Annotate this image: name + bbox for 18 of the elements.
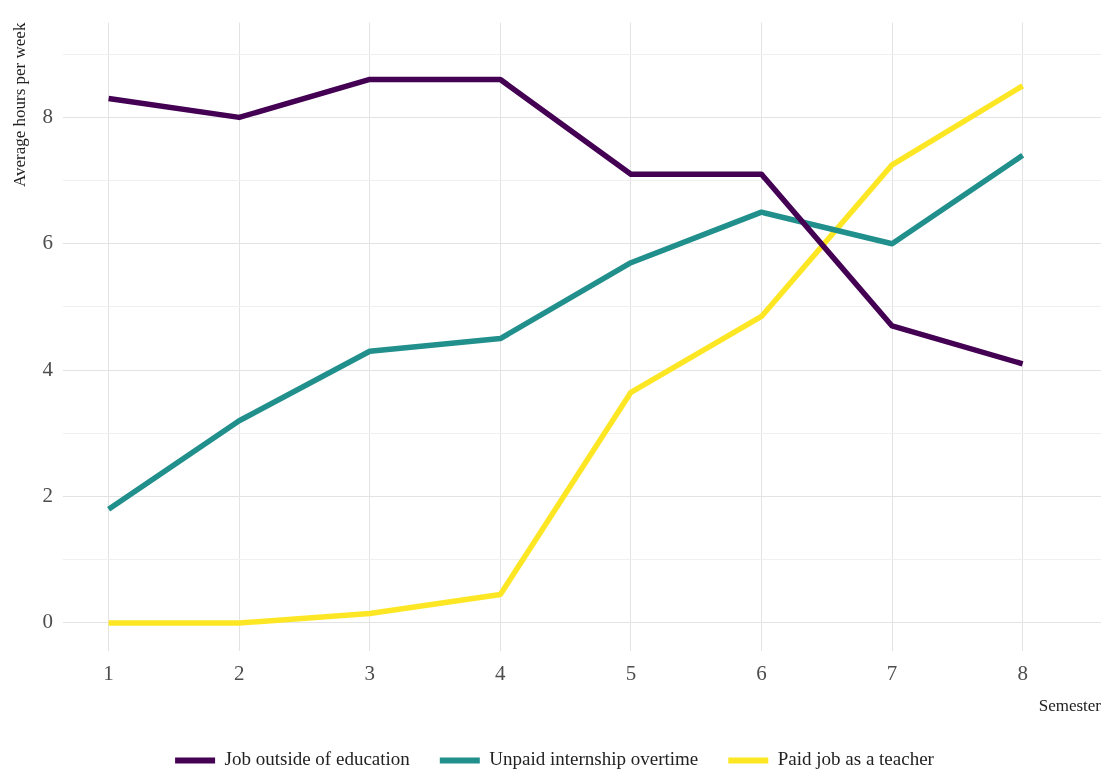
y-axis-title: Average hours per week xyxy=(9,22,29,188)
x-tick-label: 3 xyxy=(364,660,376,685)
y-tick-label: 6 xyxy=(42,230,53,255)
y-tick-label: 4 xyxy=(42,356,54,381)
x-tick-label: 5 xyxy=(625,660,637,685)
legend-label: Unpaid internship overtime xyxy=(489,748,699,770)
x-tick-label: 6 xyxy=(756,660,767,685)
legend-label: Job outside of education xyxy=(224,748,411,770)
x-tick-label: 2 xyxy=(233,660,245,685)
x-tick-label: 1 xyxy=(103,660,114,685)
y-tick-label: 2 xyxy=(42,483,53,508)
y-tick-label: 0 xyxy=(42,609,53,634)
x-tick-label: 8 xyxy=(1017,660,1028,685)
x-axis-title: Semester xyxy=(1038,696,1102,716)
legend-label: Paid job as a teacher xyxy=(777,748,935,770)
x-tick-label: 7 xyxy=(886,660,898,685)
x-tick-label: 4 xyxy=(495,660,507,685)
y-tick-label: 8 xyxy=(42,103,53,128)
